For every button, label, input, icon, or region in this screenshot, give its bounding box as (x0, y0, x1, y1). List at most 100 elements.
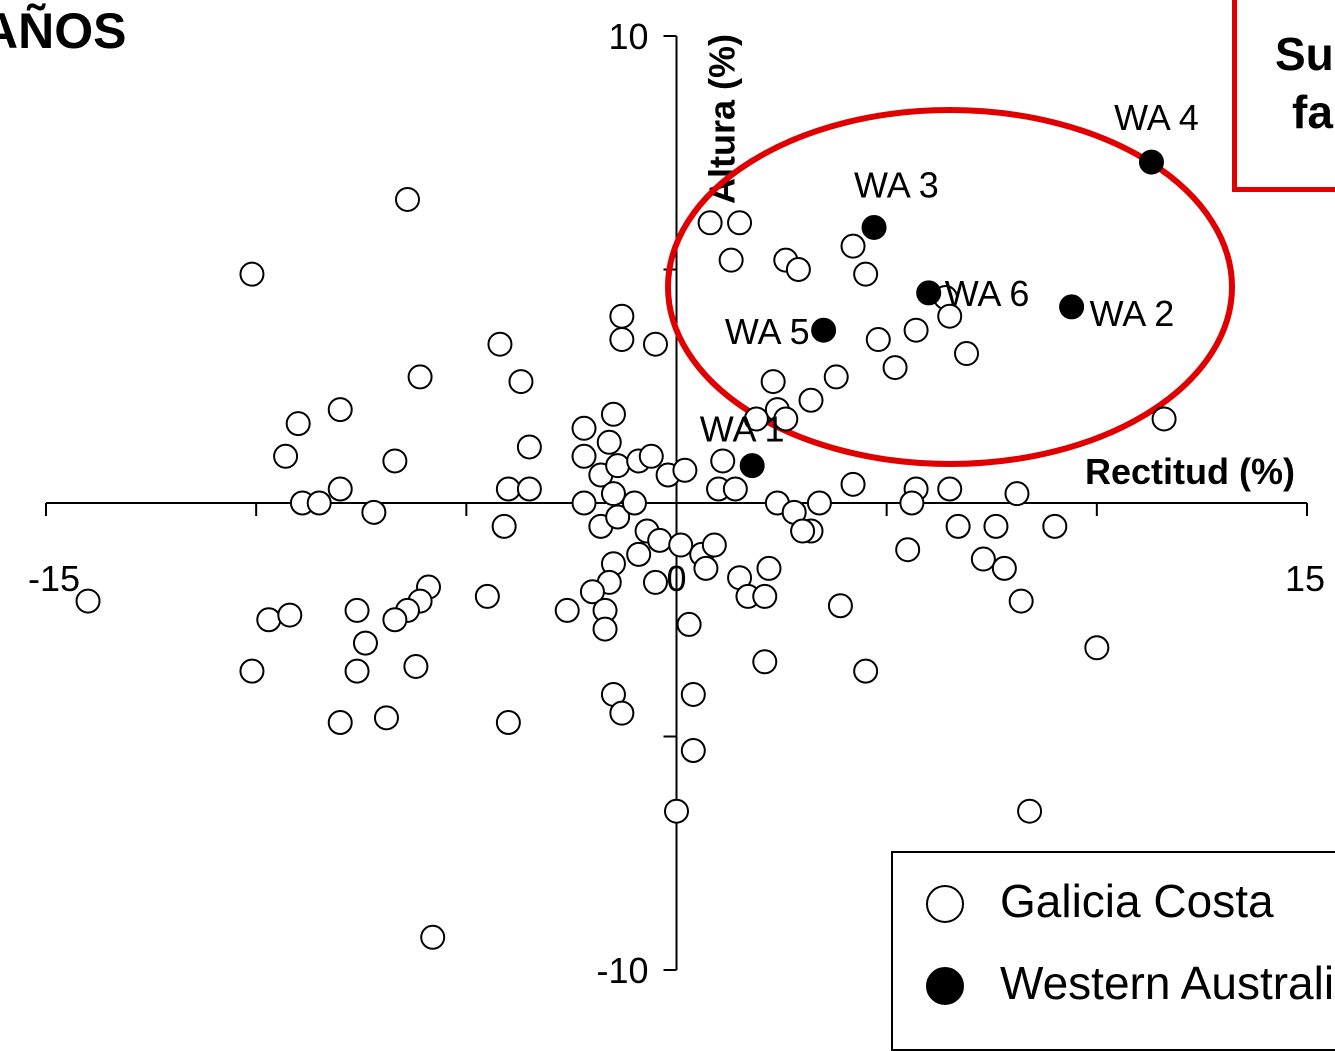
galicia-costa-point (256, 607, 282, 633)
filled-circle-marker-icon (926, 967, 964, 1005)
galicia-costa-point (474, 583, 500, 609)
galicia-costa-point (642, 569, 668, 595)
legend-label: Western Australia (1000, 957, 1335, 1009)
galicia-costa-point (865, 327, 891, 353)
galicia-costa-point (382, 607, 408, 633)
galicia-costa-point (664, 798, 689, 824)
galicia-costa-point (352, 630, 378, 656)
galicia-costa-point (945, 513, 971, 539)
galicia-costa-point (680, 738, 706, 764)
galicia-costa-point (1042, 513, 1068, 539)
galicia-costa-point (277, 602, 303, 628)
western-australia-point (916, 280, 942, 306)
galicia-costa-point (600, 401, 626, 427)
galicia-costa-point (600, 481, 626, 507)
galicia-costa-point (394, 186, 420, 212)
galicia-costa-point (373, 705, 399, 731)
galicia-costa-point (495, 476, 521, 502)
western-australia-point (1059, 294, 1085, 320)
x-tick-label: 15 (1285, 558, 1325, 599)
galicia-costa-point (718, 247, 744, 273)
galicia-costa-point (1008, 588, 1034, 614)
galicia-costa-point (609, 327, 635, 353)
tick-labels: -15 0 15 10 -10 (28, 16, 1325, 991)
galicia-costa-point (701, 532, 727, 558)
y-axis-title: Altura (%) (702, 34, 743, 204)
note-box: Su fa (1232, 0, 1335, 192)
legend-label: Galicia Costa (1000, 875, 1274, 927)
galicia-costa-point (579, 579, 605, 605)
galicia-costa-point (773, 406, 799, 432)
x-tick-label: -15 (28, 558, 80, 599)
galicia-costa-point (722, 476, 748, 502)
galicia-costa-point (983, 513, 1009, 539)
galicia-costa-point (727, 210, 753, 236)
galicia-costa-point (760, 369, 786, 395)
galicia-costa-point (937, 476, 963, 502)
galicia-costa-point (853, 261, 879, 287)
point-labels: WA 1 WA 2 WA 3 WA 4 WA 5 WA 6 (700, 97, 1199, 450)
galicia-costa-point (790, 518, 816, 544)
x-axis-title: Rectitud (%) (1085, 451, 1295, 492)
galicia-costa-point (571, 443, 597, 469)
galicia-costa-point (954, 341, 980, 367)
galicia-costa-point (638, 443, 664, 469)
galicia-costa-point (327, 397, 353, 423)
galicia-costa-point (495, 709, 521, 735)
galicia-costa-point (676, 611, 702, 637)
galicia-costa-point (798, 387, 824, 413)
galicia-costa-point (592, 616, 618, 642)
galicia-costa-point (609, 303, 635, 329)
galicia-costa-point (672, 457, 698, 483)
highlight-ellipse (665, 107, 1235, 467)
galicia-costa-point (1017, 798, 1043, 824)
galicia-costa-point (516, 434, 542, 460)
galicia-costa-point (621, 490, 647, 516)
point-label: WA 4 (1114, 97, 1199, 138)
galicia-costa-point (693, 555, 719, 581)
galicia-costa-point (697, 210, 723, 236)
galicia-costa-point (1151, 406, 1177, 432)
western-australia-point (861, 214, 887, 240)
galicia-costa-point (571, 415, 597, 441)
galicia-costa-point (991, 555, 1017, 581)
western-australia-point (739, 453, 765, 479)
galicia-costa-point (382, 448, 408, 474)
open-circle-marker-icon (926, 885, 964, 923)
note-text-line2: fa (1292, 86, 1333, 138)
galicia-costa-point (668, 532, 694, 558)
galicia-costa-point (344, 597, 370, 623)
galicia-costa-point (1084, 635, 1110, 661)
galicia-costa-point (752, 649, 778, 675)
galicia-costa-point (596, 429, 622, 455)
galicia-costa-point (710, 448, 736, 474)
data-points (75, 149, 1177, 950)
galicia-costa-point (853, 658, 879, 684)
western-australia-point (1138, 149, 1164, 175)
corner-title: AÑOS (0, 3, 127, 59)
western-australia-point (811, 317, 837, 343)
y-tick-label: 10 (608, 16, 648, 57)
scatter-chart: -15 0 15 10 -10 Rectitud (%) Altura (%) WA 1… (28, 16, 1325, 991)
galicia-costa-point (605, 453, 631, 479)
axes: -15 0 15 10 -10 Rectitud (%) Altura (%) (28, 16, 1325, 991)
y-tick-label: -10 (596, 950, 648, 991)
galicia-costa-point (516, 476, 542, 502)
galicia-costa-point (75, 588, 101, 614)
point-label: WA 3 (854, 164, 939, 205)
galicia-costa-point (273, 443, 299, 469)
galicia-costa-point (756, 555, 782, 581)
galicia-costa-point (647, 527, 673, 553)
galicia-costa-point (239, 261, 265, 287)
galicia-costa-point (361, 499, 387, 525)
point-label: WA 6 (945, 273, 1030, 314)
legend: Galicia Costa Western Australia (891, 851, 1335, 1051)
note-text-line1: Su (1275, 28, 1334, 80)
galicia-costa-point (306, 490, 332, 516)
galicia-costa-point (327, 709, 353, 735)
galicia-costa-point (752, 583, 778, 609)
galicia-costa-point (609, 700, 635, 726)
galicia-costa-point (970, 546, 996, 572)
galicia-costa-point (903, 317, 929, 343)
galicia-costa-point (680, 681, 706, 707)
